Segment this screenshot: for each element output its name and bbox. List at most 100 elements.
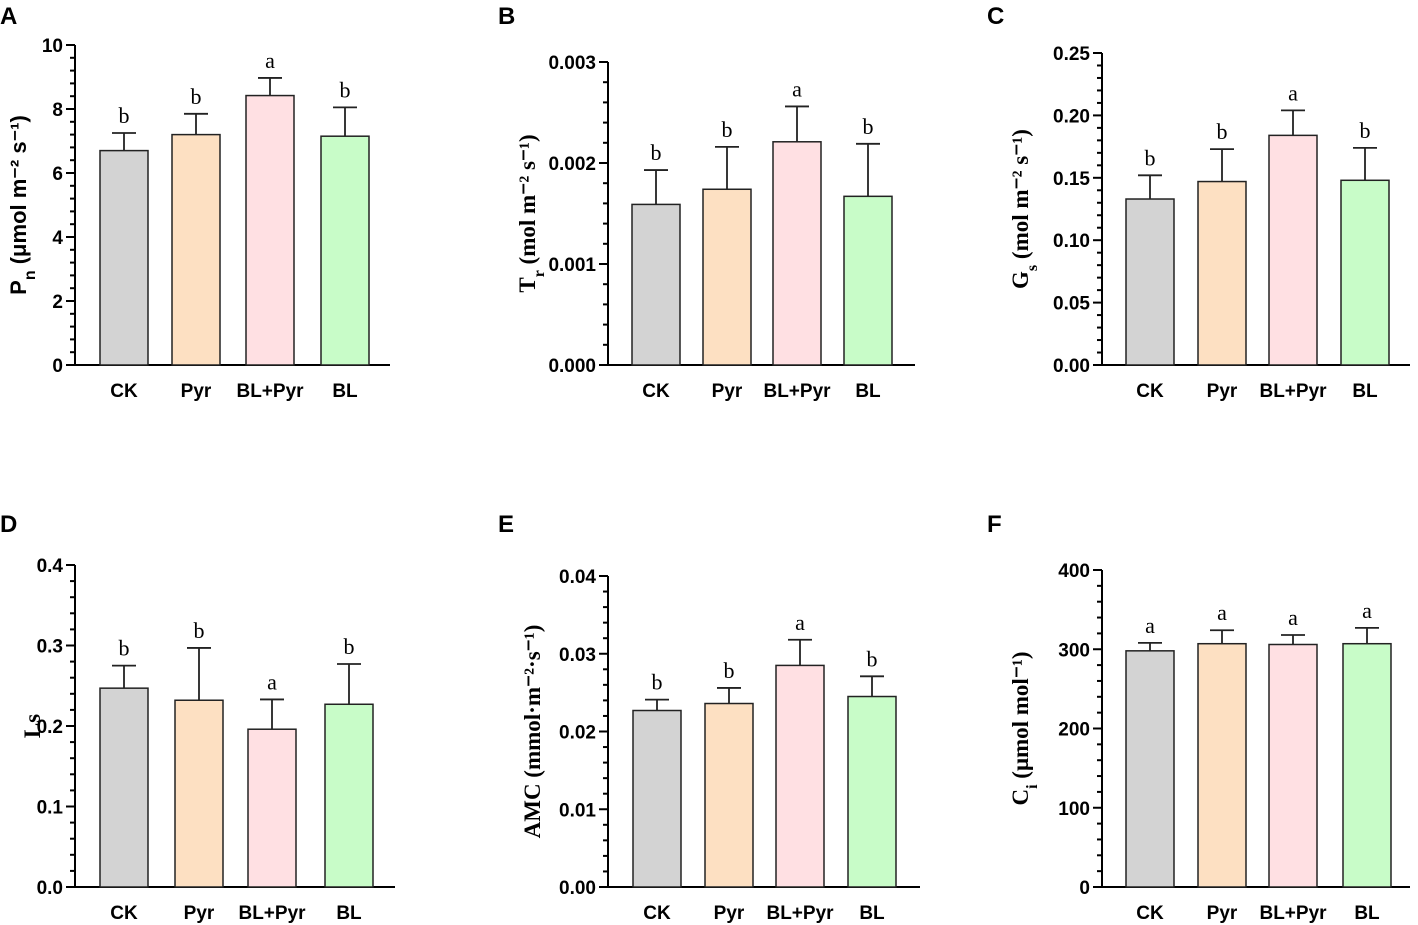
y-tick-label: 6 [52,164,63,185]
y-tick-label: 0.4 [37,556,64,577]
y-tick-label: 0.3 [37,637,63,658]
x-tick-label: Pyr [714,903,745,924]
y-tick-label: 0.05 [1053,294,1090,315]
bar-ck [1125,650,1175,888]
panel-letter: E [498,511,514,538]
panel-letter: D [0,511,17,538]
bar-pyr [1197,642,1247,888]
y-tick-label: 0.15 [1053,169,1090,190]
bar-ck [99,149,149,366]
x-tick-label: BL [1352,381,1378,402]
significance-label: b [867,646,878,671]
y-tick-label: 0.04 [559,567,596,588]
bar-ck [632,709,682,888]
y-tick-label: 0.003 [548,53,596,74]
x-tick-label: BL+Pyr [766,903,834,924]
y-tick-label: 0.1 [37,798,64,819]
y-tick-label: 10 [42,36,63,57]
x-tick-label: Pyr [184,903,215,924]
bar-pyr [171,133,221,366]
y-tick-label: 0.20 [1053,106,1090,127]
significance-label: b [1217,119,1228,144]
significance-label: a [267,669,277,694]
panel-letter: A [0,3,17,30]
bar-bl [320,135,370,366]
significance-label: b [194,618,205,643]
y-tick-label: 0.25 [1053,44,1090,65]
y-tick-label: 100 [1058,799,1090,820]
x-tick-label: CK [642,381,670,402]
bar-bl-pyr [1268,134,1318,366]
y-tick-label: 0.2 [37,717,63,738]
panel-letter: C [987,3,1004,30]
x-tick-label: Pyr [181,381,212,402]
y-tick-label: 0.00 [559,878,596,899]
significance-label: a [792,76,802,101]
significance-label: b [119,103,130,128]
panel-letter: B [498,3,515,30]
significance-label: a [265,48,275,73]
y-tick-label: 0.002 [548,154,596,175]
x-tick-label: BL+Pyr [1259,381,1327,402]
x-tick-label: CK [1136,903,1164,924]
y-tick-label: 0.001 [548,255,596,276]
x-tick-label: CK [110,381,138,402]
x-tick-label: BL [1354,903,1380,924]
bar-pyr [174,699,224,888]
significance-label: b [344,634,355,659]
x-tick-label: CK [1136,381,1164,402]
significance-label: b [1360,118,1371,143]
x-tick-label: Pyr [712,381,743,402]
significance-label: a [795,610,805,635]
x-tick-label: BL+Pyr [236,381,304,402]
x-tick-label: BL+Pyr [1259,903,1327,924]
bar-ck [99,687,149,888]
significance-label: b [724,658,735,683]
y-tick-label: 0.10 [1053,231,1090,252]
y-tick-label: 0.01 [559,800,596,821]
significance-label: a [1288,80,1298,105]
bar-ck [631,203,681,366]
bar-bl [324,703,374,888]
bar-pyr [704,702,754,888]
panel-b: B 0.000 0.001 0.002 0.003 b CK b Pyr a BL+Pyr b BL Tr… [498,3,915,402]
x-tick-label: BL [859,903,885,924]
y-tick-label: 200 [1058,720,1090,741]
bar-pyr [1197,180,1247,366]
significance-label: b [651,140,662,165]
bar-bl-pyr [1268,643,1318,888]
panel-d: D 0.0 0.1 0.2 0.3 0.4 b CK b Pyr a BL+Pyr b BL Ls [0,511,395,924]
y-tick-label: 0.02 [559,723,596,744]
significance-label: b [119,636,130,661]
y-tick-label: 0 [52,356,63,377]
bar-bl-pyr [245,94,295,366]
panel-letter: F [987,511,1002,538]
bar-bl-pyr [247,728,297,888]
y-tick-label: 8 [52,100,63,121]
significance-label: b [863,114,874,139]
significance-label: a [1288,605,1298,630]
y-tick-label: 0.000 [548,356,596,377]
bar-bl [847,695,897,888]
y-tick-label: 0.0 [37,878,63,899]
bar-bl-pyr [775,664,825,888]
y-tick-label: 300 [1058,640,1090,661]
y-tick-label: 2 [52,292,63,313]
x-tick-label: BL [855,381,881,402]
x-tick-label: BL [336,903,362,924]
panel-e: E 0.00 0.01 0.02 0.03 0.04 b CK b Pyr a BL+Pyr b BL AM… [498,511,920,924]
significance-label: a [1217,600,1227,625]
significance-label: b [722,117,733,142]
y-axis-label: AMC (mmol·m⁻²·s⁻¹) [520,625,545,839]
significance-label: b [340,77,351,102]
y-tick-label: 4 [52,228,63,249]
x-tick-label: BL+Pyr [238,903,306,924]
significance-label: b [191,84,202,109]
y-tick-label: 0 [1079,878,1090,899]
x-tick-label: Pyr [1207,903,1238,924]
bar-bl-pyr [772,141,822,366]
significance-label: b [652,670,663,695]
y-axis-label: Pn (μmol m⁻² s⁻¹) [6,115,39,295]
x-tick-label: BL+Pyr [763,381,831,402]
